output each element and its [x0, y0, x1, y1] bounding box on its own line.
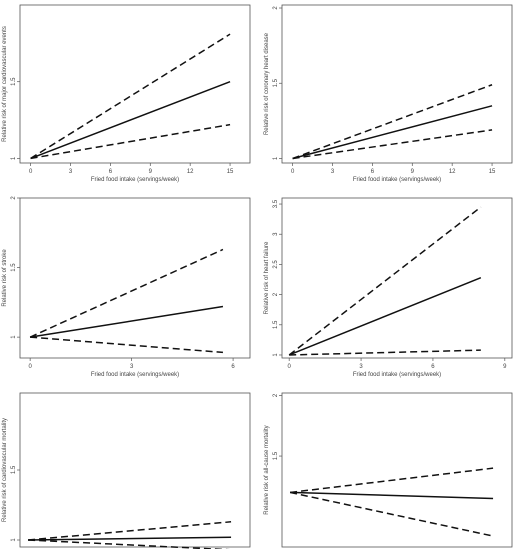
estimate-line	[30, 305, 224, 338]
plot-frame	[281, 392, 513, 548]
ci-upper-line	[29, 248, 224, 338]
plot-frame	[19, 197, 251, 359]
y-tick-label: 1.5	[11, 263, 17, 272]
y-tick-label: 1.5	[273, 78, 279, 87]
y-tick-label: 2	[273, 393, 279, 397]
x-axis-label: Fried food intake (servings/week)	[353, 177, 441, 183]
x-tick-label: 9	[411, 169, 415, 175]
x-tick-label: 3	[331, 169, 335, 175]
y-tick-label: 2	[273, 6, 279, 10]
x-tick-label: 15	[489, 169, 496, 175]
y-axis-label: Relative risk of major cardiovascular ev…	[2, 26, 8, 142]
x-tick-label: 3	[130, 364, 134, 370]
estimate-line	[28, 536, 232, 541]
y-tick-label: 1.5	[273, 451, 279, 460]
y-tick-label: 1	[273, 156, 279, 160]
x-tick-label: 0	[291, 169, 295, 175]
y-axis-label: Relative risk of cardiovascular mortalit…	[2, 418, 8, 522]
x-axis-label: Fried food intake (servings/week)	[91, 372, 179, 378]
y-tick-label: 2	[273, 292, 279, 296]
y-tick-label: 1.5	[11, 465, 17, 474]
ci-upper-line	[290, 467, 494, 494]
x-tick-label: 9	[149, 169, 153, 175]
x-tick-label: 12	[449, 169, 456, 175]
ci-upper-line	[30, 33, 231, 160]
ci-lower-line	[289, 491, 494, 537]
panel-1: 0 3 6 9 12 15 1 1.5 Fried food intake (servings/…	[2, 4, 251, 183]
plot-frame	[281, 197, 513, 359]
ci-lower-line	[289, 349, 481, 356]
y-tick-label: 3	[273, 232, 279, 236]
x-axis-label: Fried food intake (servings/week)	[91, 177, 179, 183]
estimate-line	[30, 80, 231, 160]
y-tick-label: 1.5	[273, 320, 279, 329]
x-tick-label: 0	[29, 169, 33, 175]
y-tick-label: 3.5	[273, 199, 279, 208]
y-axis-label: Relative risk of stroke	[2, 249, 8, 307]
x-tick-label: 15	[227, 169, 234, 175]
panel-2: 0 3 6 9 12 15 1 1.5 2 Fried food intake (servings…	[264, 4, 513, 183]
x-tick-label: 0	[28, 364, 32, 370]
x-tick-label: 6	[371, 169, 375, 175]
panel-4: 0 3 6 9 1 1.5 2 2.5 3 3.5 Fried food intake (servi…	[264, 197, 513, 378]
y-tick-label: 2	[11, 196, 17, 200]
x-tick-label: 6	[109, 169, 113, 175]
x-tick-label: 12	[187, 169, 194, 175]
plot-frame	[19, 4, 251, 164]
y-tick-label: 1	[11, 156, 17, 160]
y-tick-label: 1	[273, 353, 279, 357]
y-tick-label: 2.5	[273, 260, 279, 269]
estimate-line	[288, 277, 482, 356]
ci-lower-line	[292, 129, 493, 160]
y-axis-label: Relative risk of heart failure	[264, 241, 270, 314]
plot-frame	[281, 4, 513, 164]
x-tick-label: 6	[431, 364, 435, 370]
ci-upper-line	[292, 84, 493, 160]
ci-upper-line	[288, 206, 482, 356]
estimate-line	[292, 105, 493, 160]
ci-upper-line	[28, 521, 232, 541]
x-tick-label: 3	[69, 169, 73, 175]
x-tick-label: 9	[503, 364, 507, 370]
ci-lower-line	[30, 336, 224, 354]
y-tick-label: 1	[11, 335, 17, 339]
y-axis-label: Relative risk of all-cause mortality	[264, 425, 270, 514]
y-tick-label: 1.5	[11, 77, 17, 86]
y-axis-label: Relative risk of coronary heart disease	[264, 32, 270, 135]
estimate-line	[290, 491, 494, 500]
y-tick-label: 1	[11, 538, 17, 542]
panel-3: 0 3 6 1 1.5 2 Fried food intake (servings/week…	[2, 196, 251, 378]
panel-6: 1.5 2 Relative risk of all-cause mortality	[264, 392, 513, 548]
x-tick-label: 0	[288, 364, 292, 370]
x-tick-label: 3	[359, 364, 363, 370]
ci-lower-line	[30, 123, 231, 160]
x-tick-label: 6	[231, 364, 235, 370]
x-axis-label: Fried food intake (servings/week)	[353, 372, 441, 378]
ci-lower-line	[28, 539, 231, 549]
